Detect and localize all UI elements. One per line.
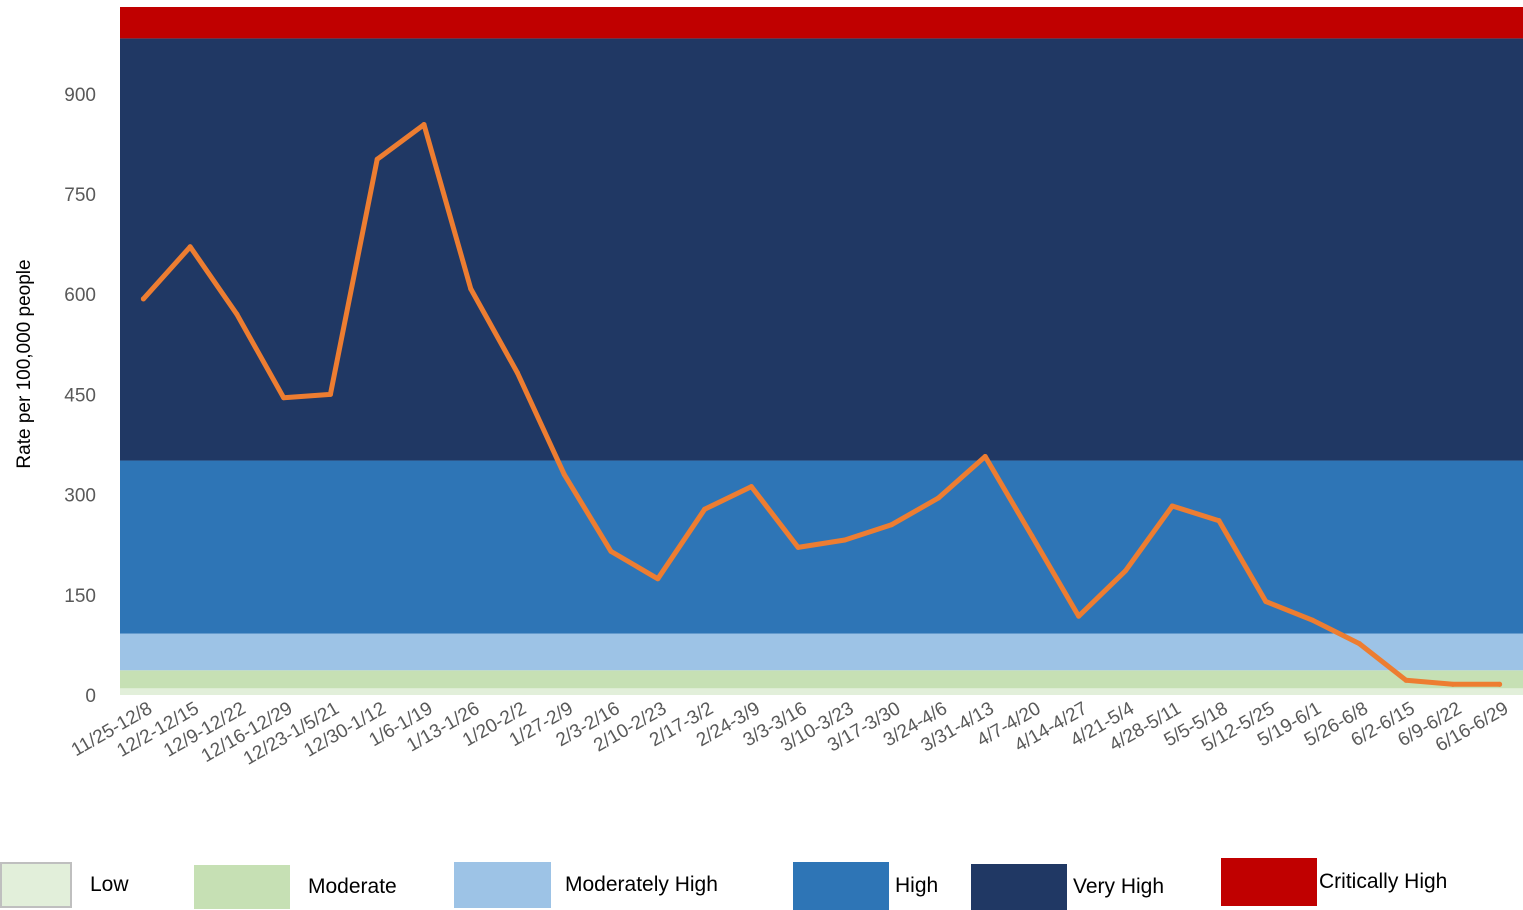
band-very-high <box>120 38 1523 461</box>
data-point <box>1497 681 1503 687</box>
y-tick-label: 900 <box>64 85 96 106</box>
data-point <box>842 537 848 543</box>
legend-item-moderately-high: Moderately High <box>454 862 718 908</box>
data-point <box>748 484 754 490</box>
data-point <box>327 391 333 397</box>
y-axis-label: Rate per 100,000 people <box>14 259 35 468</box>
y-tick-label: 150 <box>64 586 96 607</box>
risk-bands <box>120 7 1523 695</box>
data-point <box>1216 518 1222 524</box>
data-point <box>1450 681 1456 687</box>
legend-item-low: Low <box>0 862 129 908</box>
data-point <box>1403 677 1409 683</box>
y-tick-label: 600 <box>64 285 96 306</box>
data-point <box>187 244 193 250</box>
series-line <box>140 122 1503 687</box>
band-low <box>120 688 1523 695</box>
data-point <box>281 395 287 401</box>
legend-swatch-high <box>793 862 889 910</box>
data-point <box>889 522 895 528</box>
data-point <box>1122 568 1128 574</box>
data-point <box>1356 641 1362 647</box>
data-point <box>140 296 146 302</box>
y-tick-label: 0 <box>85 686 96 707</box>
x-axis-ticks: 11/25-12/812/2-12/1512/9-12/2212/16-12/2… <box>68 698 1512 770</box>
band-critically-high <box>120 7 1523 39</box>
legend-label-very-high: Very High <box>1073 875 1165 898</box>
band-moderately-high <box>120 633 1523 671</box>
data-point <box>1169 503 1175 509</box>
band-moderate <box>120 670 1523 689</box>
y-tick-label: 450 <box>64 385 96 406</box>
data-point <box>982 454 988 460</box>
data-point <box>421 122 427 128</box>
legend-swatch-low <box>0 862 72 908</box>
y-axis-ticks: 0 150 300 450 600 750 900 <box>64 85 96 707</box>
data-point <box>234 311 240 317</box>
legend-swatch-moderately-high <box>454 862 551 908</box>
data-point <box>374 156 380 162</box>
legend-swatch-critically-high <box>1221 858 1317 906</box>
data-point <box>468 286 474 292</box>
chart: 0 150 300 450 600 750 900 11/25-12/812/2-12/15… <box>14 7 1523 770</box>
legend-label-high: High <box>895 874 939 897</box>
legend-label-moderately-high: Moderately High <box>565 873 718 896</box>
legend-label-moderate: Moderate <box>308 875 397 898</box>
legend-item-moderate: Moderate <box>194 865 397 909</box>
legend-item-critically-high: Critically High <box>1221 858 1447 906</box>
legend-label-critically-high: Critically High <box>1319 870 1448 893</box>
data-point <box>702 506 708 512</box>
data-point <box>1263 598 1269 604</box>
data-point <box>1310 617 1316 623</box>
y-tick-label: 750 <box>64 185 96 206</box>
data-point <box>561 472 567 478</box>
legend-item-very-high: Very High <box>971 864 1164 910</box>
legend: Low Moderate Moderately High High Very H… <box>0 858 1523 910</box>
data-point <box>935 495 941 501</box>
data-point <box>1029 533 1035 539</box>
data-point <box>1076 613 1082 619</box>
legend-item-high: High <box>793 862 938 910</box>
data-point <box>795 544 801 550</box>
data-point <box>515 370 521 376</box>
band-high <box>120 460 1523 634</box>
legend-label-low: Low <box>90 873 129 896</box>
legend-swatch-very-high <box>971 864 1067 910</box>
y-tick-label: 300 <box>64 486 96 507</box>
data-point <box>608 548 614 554</box>
series-layer <box>140 122 1503 687</box>
legend-swatch-moderate <box>194 865 290 909</box>
data-point <box>655 576 661 582</box>
